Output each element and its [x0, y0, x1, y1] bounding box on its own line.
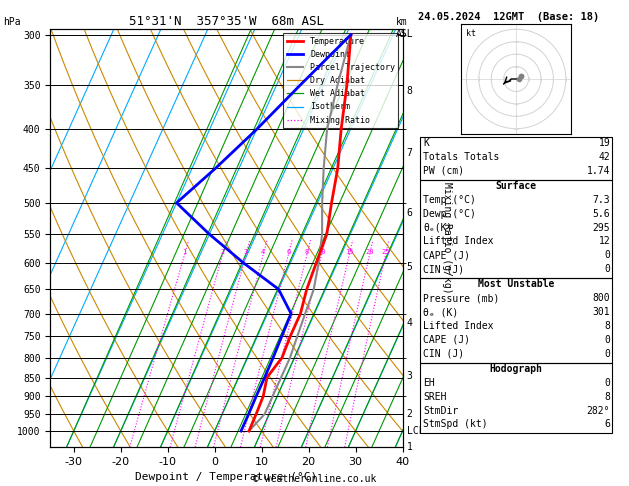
- Text: 3: 3: [407, 371, 413, 381]
- Text: Totals Totals: Totals Totals: [423, 152, 499, 162]
- Text: 8: 8: [604, 392, 610, 402]
- Text: Pressure (mb): Pressure (mb): [423, 293, 499, 303]
- Text: 0: 0: [604, 264, 610, 274]
- Text: 20: 20: [365, 248, 374, 255]
- Text: 6: 6: [286, 248, 291, 255]
- Text: 24.05.2024  12GMT  (Base: 18): 24.05.2024 12GMT (Base: 18): [418, 12, 599, 22]
- Text: 25: 25: [381, 248, 390, 255]
- Text: 8: 8: [305, 248, 309, 255]
- Title: 51°31'N  357°35'W  68m ASL: 51°31'N 357°35'W 68m ASL: [129, 15, 324, 28]
- Text: EH: EH: [423, 378, 435, 388]
- Text: 3: 3: [244, 248, 248, 255]
- Text: kt: kt: [466, 29, 476, 38]
- Text: θₑ (K): θₑ (K): [423, 307, 459, 317]
- Text: 295: 295: [593, 223, 610, 233]
- Text: 301: 301: [593, 307, 610, 317]
- Text: 2: 2: [220, 248, 225, 255]
- Text: StmSpd (kt): StmSpd (kt): [423, 419, 488, 430]
- Text: 15: 15: [345, 248, 353, 255]
- Text: PW (cm): PW (cm): [423, 166, 464, 176]
- Legend: Temperature, Dewpoint, Parcel Trajectory, Dry Adiabat, Wet Adiabat, Isotherm, Mi: Temperature, Dewpoint, Parcel Trajectory…: [284, 34, 398, 128]
- Text: CIN (J): CIN (J): [423, 264, 464, 274]
- Text: 800: 800: [593, 293, 610, 303]
- Text: 8: 8: [407, 86, 413, 96]
- Text: Surface: Surface: [496, 181, 537, 191]
- Text: Hodograph: Hodograph: [489, 364, 543, 374]
- Text: 6: 6: [604, 419, 610, 430]
- Text: LCL: LCL: [407, 426, 425, 436]
- Text: © weatheronline.co.uk: © weatheronline.co.uk: [253, 473, 376, 484]
- Y-axis label: Mixing Ratio (g/kg): Mixing Ratio (g/kg): [442, 182, 452, 294]
- Text: km
ASL: km ASL: [396, 17, 414, 38]
- Text: 1.74: 1.74: [587, 166, 610, 176]
- Text: Lifted Index: Lifted Index: [423, 321, 494, 331]
- Text: hPa: hPa: [3, 17, 21, 27]
- Text: 1: 1: [407, 442, 413, 452]
- Text: CIN (J): CIN (J): [423, 349, 464, 359]
- Text: CAPE (J): CAPE (J): [423, 250, 470, 260]
- Text: StmDir: StmDir: [423, 405, 459, 416]
- Text: Lifted Index: Lifted Index: [423, 236, 494, 246]
- Text: 5: 5: [407, 262, 413, 272]
- Text: 12: 12: [598, 236, 610, 246]
- Text: Most Unstable: Most Unstable: [478, 279, 554, 290]
- Text: Dewp (°C): Dewp (°C): [423, 208, 476, 219]
- Text: 0: 0: [604, 250, 610, 260]
- Text: 2: 2: [407, 409, 413, 419]
- Text: 6: 6: [407, 208, 413, 218]
- Text: 19: 19: [598, 138, 610, 148]
- Text: K: K: [423, 138, 429, 148]
- Text: θₑ(K): θₑ(K): [423, 223, 453, 233]
- Text: 0: 0: [604, 349, 610, 359]
- Text: 10: 10: [318, 248, 326, 255]
- Text: 1: 1: [182, 248, 187, 255]
- Text: Temp (°C): Temp (°C): [423, 195, 476, 205]
- Text: 0: 0: [604, 335, 610, 345]
- Text: 7.3: 7.3: [593, 195, 610, 205]
- X-axis label: Dewpoint / Temperature (°C): Dewpoint / Temperature (°C): [135, 472, 318, 483]
- Text: 8: 8: [604, 321, 610, 331]
- Text: 282°: 282°: [587, 405, 610, 416]
- Text: 4: 4: [261, 248, 265, 255]
- Text: CAPE (J): CAPE (J): [423, 335, 470, 345]
- Text: 7: 7: [407, 148, 413, 158]
- Text: 42: 42: [598, 152, 610, 162]
- Text: SREH: SREH: [423, 392, 447, 402]
- Text: 0: 0: [604, 378, 610, 388]
- Text: 5.6: 5.6: [593, 208, 610, 219]
- Text: 4: 4: [407, 318, 413, 328]
